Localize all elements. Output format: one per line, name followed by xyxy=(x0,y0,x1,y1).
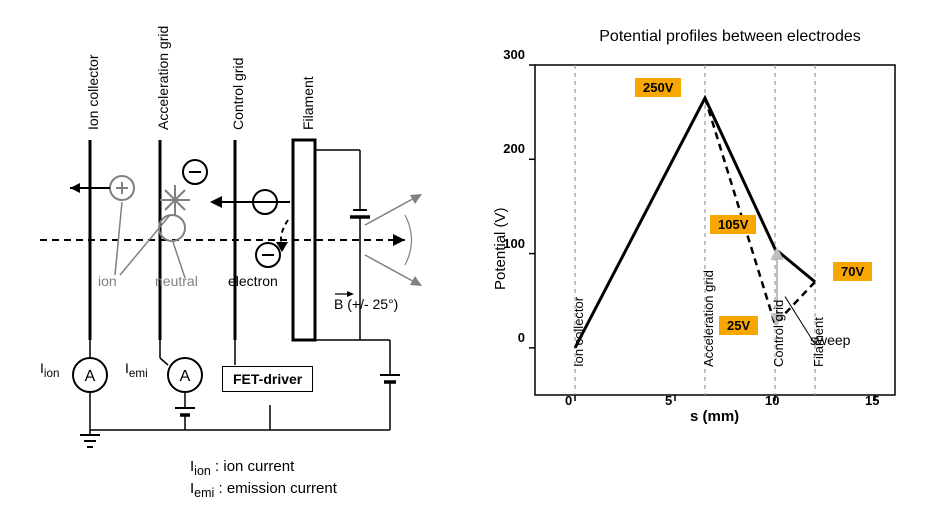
ytick-label: 300 xyxy=(485,47,525,62)
chart-title: Potential profiles between electrodes xyxy=(550,28,910,46)
badge-105v: 105V xyxy=(710,215,756,234)
xtick-label: 0 xyxy=(565,393,572,408)
x-axis-label: s (mm) xyxy=(690,408,739,425)
label-filament: Filament xyxy=(300,76,316,130)
ytick-label: 200 xyxy=(485,141,525,156)
circuit-schematic: A A xyxy=(10,10,470,519)
label-bfield: B (+/- 25°) xyxy=(334,296,398,312)
label-ion-collector: Ion collector xyxy=(85,55,101,130)
electrode-vlabel: Ion collector xyxy=(571,297,586,367)
xtick-label: 5 xyxy=(665,393,672,408)
label-accel-grid: Acceleration grid xyxy=(155,26,171,130)
badge-70v: 70V xyxy=(833,262,872,281)
legend-iemi: Iemi : emission current xyxy=(190,480,337,500)
xtick-label: 10 xyxy=(765,393,779,408)
badge-250v: 250V xyxy=(635,78,681,97)
ytick-label: 100 xyxy=(485,236,525,251)
bfield-text: B (+/- 25°) xyxy=(334,296,398,312)
label-control-grid: Control grid xyxy=(230,58,246,130)
legend-iion: Iion : ion current xyxy=(190,458,294,478)
label-iion: Iion xyxy=(40,360,59,380)
potential-chart: Potential profiles between electrodes Po… xyxy=(470,10,940,519)
svg-text:A: A xyxy=(85,368,96,385)
electrode-vlabel: Acceleration grid xyxy=(701,270,716,367)
xtick-label: 15 xyxy=(865,393,879,408)
electrode-vlabel: Control grid xyxy=(771,300,786,367)
ytick-label: 0 xyxy=(485,330,525,345)
label-neutral: neutral xyxy=(155,273,198,289)
label-ion: ion xyxy=(98,273,117,289)
fet-driver-box: FET-driver xyxy=(222,366,313,392)
svg-text:A: A xyxy=(180,368,191,385)
badge-25v: 25V xyxy=(719,316,758,335)
label-electron: electron xyxy=(228,273,278,289)
electrode-vlabel: Filament xyxy=(811,317,826,367)
label-iemi: Iemi xyxy=(125,360,148,380)
